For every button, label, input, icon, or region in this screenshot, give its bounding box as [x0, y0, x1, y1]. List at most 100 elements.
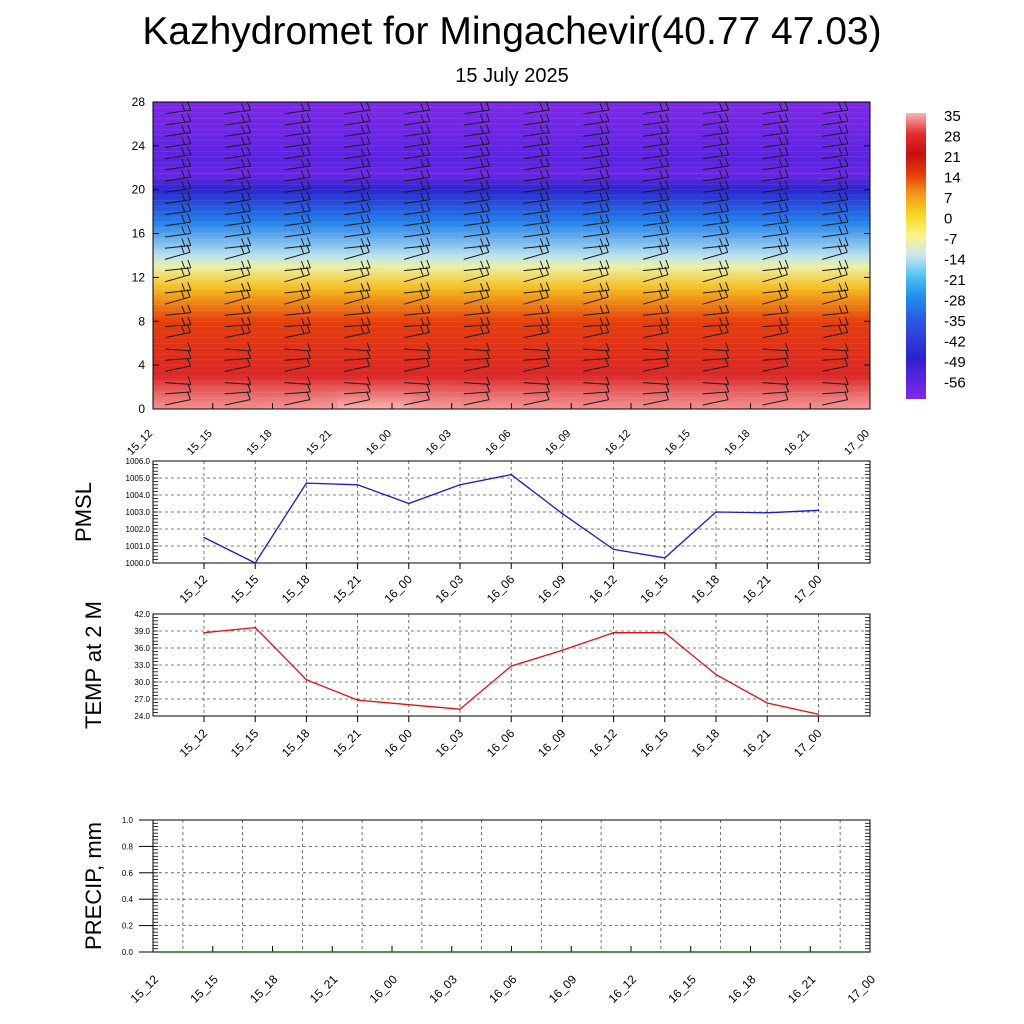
wind-barb: [642, 382, 669, 385]
wind-barb: [164, 132, 191, 137]
wind-barb-flag: [306, 324, 311, 333]
y-tick-label: 1000.0: [126, 559, 151, 568]
wind-barb-flag: [300, 170, 305, 179]
wind-barb-flag: [844, 102, 849, 111]
y-tick-label: 0.4: [122, 895, 134, 904]
y-tick-label: 0.0: [122, 948, 134, 957]
pmsl-data-point: [459, 484, 461, 486]
wind-barb: [702, 244, 729, 249]
wind-barb-flag: [539, 226, 544, 235]
wind-barb: [822, 244, 849, 249]
x-tick-label: 16_09: [535, 726, 569, 760]
wind-barb: [463, 324, 490, 328]
wind-barb-flag: [545, 202, 550, 212]
temp-data-point: [254, 626, 256, 629]
wind-barb: [583, 210, 610, 216]
wind-barb-flag: [899, 148, 902, 156]
wind-barb: [224, 382, 251, 385]
wind-barb: [284, 221, 311, 227]
wind-barb-flag: [899, 215, 902, 223]
wind-barb: [882, 358, 908, 360]
wind-barb-flag: [725, 135, 729, 144]
wind-barb-flag: [306, 214, 311, 223]
wind-barb: [822, 382, 849, 385]
wind-barb: [583, 232, 610, 238]
wind-barb-flag: [426, 135, 431, 144]
wind-barb: [882, 177, 908, 181]
wind-barb-flag: [665, 214, 670, 223]
wind-barb: [762, 132, 789, 137]
wind-barb-flag: [719, 181, 723, 190]
wind-barb: [583, 391, 610, 395]
wind-barb-flag: [778, 317, 783, 326]
wind-barb: [164, 324, 191, 328]
wind-barb-flag: [605, 146, 610, 156]
wind-barb: [164, 154, 191, 160]
wind-barb-flag: [187, 304, 192, 313]
wind-barb-flag: [425, 357, 430, 367]
wind-barb: [822, 399, 848, 406]
wind-barb-flag: [605, 350, 610, 359]
wind-barb: [344, 210, 371, 216]
wind-barb-flag: [480, 260, 485, 270]
wind-barb: [642, 267, 669, 272]
wind-barb-flag: [599, 170, 604, 179]
wind-barb: [882, 325, 908, 327]
wind-barb: [762, 324, 789, 328]
y-tick-label: 0.6: [122, 869, 134, 878]
wind-barb-flag: [187, 225, 192, 234]
wind-barb: [642, 176, 669, 182]
wind-barb-flag: [247, 282, 252, 291]
wind-barb-flag: [838, 192, 843, 201]
wind-barb-flag: [664, 357, 669, 367]
wind-barb-flag: [725, 342, 730, 351]
wind-barb-flag: [539, 136, 544, 145]
wind-barb: [463, 331, 490, 339]
wind-barb-flag: [247, 113, 251, 122]
wind-barb: [403, 244, 430, 249]
wind-barb-flag: [719, 203, 723, 213]
colorbar-label: 21: [944, 149, 961, 166]
wind-barb-flag: [725, 316, 730, 325]
wind-barb-flag: [605, 169, 610, 178]
wind-barb-flag: [844, 259, 849, 269]
wind-barb: [523, 365, 550, 372]
wind-barb-flag: [844, 237, 849, 246]
wind-barb: [403, 296, 430, 305]
wind-barb-flag: [725, 376, 730, 385]
wind-barb: [284, 391, 311, 395]
wind-barb-flag: [719, 103, 723, 112]
y-tick-label: 28: [132, 95, 146, 109]
wind-barb-flag: [539, 203, 544, 213]
wind-barb-flag: [844, 180, 849, 189]
wind-barb: [882, 313, 908, 316]
wind-barb: [344, 143, 371, 148]
wind-barb-flag: [247, 376, 252, 385]
wind-barb: [523, 109, 550, 115]
wind-barb: [344, 251, 370, 260]
wind-barb: [762, 399, 789, 406]
y-tick-label: 1003.0: [126, 508, 151, 517]
wind-barb-flag: [360, 114, 365, 123]
wind-barb: [403, 348, 430, 352]
temp-data-point: [408, 703, 410, 706]
wind-barb-flag: [187, 158, 192, 167]
wind-barb: [284, 251, 310, 260]
wind-barb-flag: [719, 114, 723, 123]
wind-barb: [284, 143, 311, 148]
wind-barb-flag: [479, 325, 484, 334]
wind-barb: [224, 331, 251, 339]
wind-barb-flag: [838, 260, 843, 270]
wind-barb-flag: [420, 159, 425, 168]
wind-barb-flag: [300, 192, 305, 201]
x-tick-label: 16_06: [486, 972, 520, 1006]
wind-barb-flag: [366, 324, 371, 333]
wind-barb-flag: [784, 316, 789, 325]
wind-barb: [164, 221, 191, 227]
wind-barb: [164, 267, 191, 272]
wind-barb: [463, 210, 490, 216]
wind-barb-flag: [366, 202, 371, 212]
wind-barb-flag: [241, 203, 245, 213]
wind-barb-flag: [725, 158, 729, 167]
wind-barb: [762, 251, 788, 260]
